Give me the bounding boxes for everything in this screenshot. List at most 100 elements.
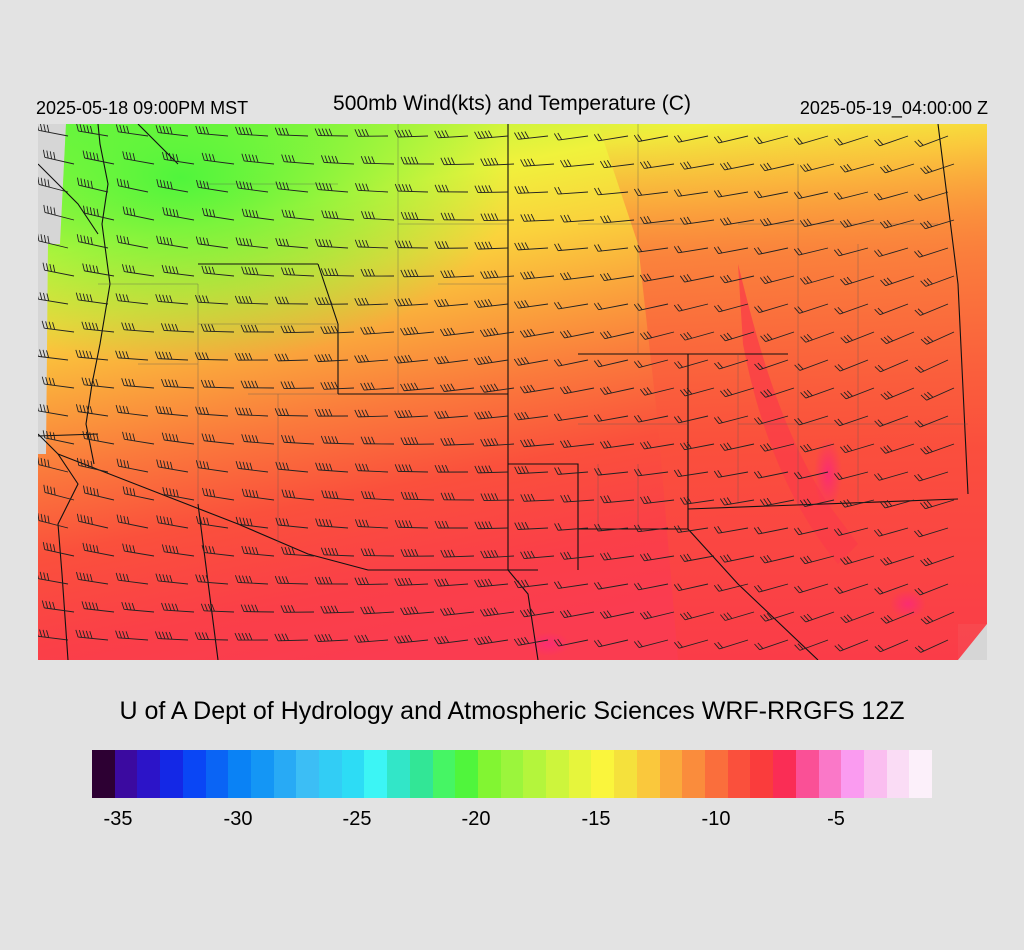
wind-barb: [194, 632, 229, 641]
wind-barb: [720, 611, 755, 621]
wind-barb: [793, 471, 829, 480]
wind-barb: [759, 162, 795, 172]
wind-barb: [679, 274, 715, 283]
wind-barb: [360, 155, 395, 165]
wind-barb: [82, 150, 115, 165]
wind-barb: [514, 466, 549, 475]
wind-barb: [713, 303, 749, 313]
wind-barb: [914, 471, 949, 482]
wind-barb: [281, 434, 315, 445]
wind-barb: [593, 133, 629, 142]
wind-barb: [874, 359, 909, 373]
wind-barb: [480, 213, 515, 222]
map-title: 500mb Wind(kts) and Temperature (C): [333, 92, 691, 115]
wind-barb: [599, 160, 635, 169]
wind-barb: [679, 331, 715, 341]
wind-barb: [840, 331, 875, 344]
wind-barb: [639, 611, 675, 620]
wind-barb: [155, 405, 189, 417]
colorbar-cell: [863, 750, 887, 798]
wind-barb: [834, 359, 869, 372]
colorbar-cell: [841, 750, 864, 798]
wind-barb: [315, 518, 349, 529]
wind-barb: [720, 387, 755, 398]
wind-barb: [121, 601, 155, 613]
wind-barb: [115, 293, 149, 305]
wind-barb: [81, 601, 115, 613]
wind-barb: [719, 162, 755, 171]
wind-barb: [155, 125, 189, 137]
wind-barb: [713, 470, 749, 478]
wind-barb: [560, 551, 595, 560]
wind-barb: [394, 577, 429, 586]
wind-barb: [554, 523, 589, 531]
wind-barb: [513, 636, 549, 646]
wind-barb: [440, 383, 475, 392]
wind-barb: [360, 606, 395, 615]
wind-barb: [281, 546, 315, 557]
wind-barb: [235, 237, 269, 249]
wind-barb: [480, 549, 515, 559]
wind-barb: [554, 467, 589, 475]
wind-barb: [633, 524, 669, 533]
wind-barb: [840, 443, 875, 454]
wind-barb: [513, 356, 549, 366]
wind-barb: [400, 156, 435, 165]
wind-barb: [880, 275, 915, 287]
wind-barb: [154, 631, 189, 641]
wind-barb: [754, 359, 789, 371]
colorbar-cell: [886, 750, 910, 798]
wind-barb: [639, 160, 675, 169]
wind-barb: [400, 382, 435, 392]
wind-barb: [394, 183, 429, 193]
wind-barb: [673, 415, 709, 424]
wind-barb: [440, 437, 475, 446]
colorbar-cell: [727, 750, 751, 798]
wind-barb: [873, 527, 909, 537]
wind-barb: [320, 547, 355, 557]
wind-barb: [799, 498, 835, 507]
wind-barb: [633, 134, 669, 142]
wind-barb: [281, 209, 315, 221]
wind-barb: [75, 404, 109, 417]
wind-barb: [920, 555, 955, 567]
wind-barb: [633, 359, 669, 368]
wind-barb: [673, 135, 709, 143]
wind-barb: [41, 376, 75, 389]
wind-barb: [360, 326, 395, 335]
colorbar-tick-label: -15: [581, 808, 611, 830]
wind-barb: [840, 387, 875, 400]
wind-barb: [719, 217, 755, 226]
wind-barb: [560, 439, 595, 448]
colorbar-tick-label: -35: [103, 808, 133, 830]
wind-barb: [480, 438, 515, 447]
wind-barb: [434, 241, 469, 249]
wind-barb: [633, 582, 669, 591]
wind-barb: [920, 611, 955, 625]
wind-barb: [474, 130, 509, 139]
wind-barb: [520, 493, 555, 502]
wind-barb: [520, 438, 555, 448]
wind-barb: [559, 330, 595, 339]
wind-barb: [880, 555, 915, 566]
colorbar-cell: [92, 750, 115, 798]
wind-barb: [156, 179, 189, 193]
wind-barb: [440, 607, 475, 616]
wind-barb: [920, 387, 955, 401]
wind-barb: [314, 128, 349, 137]
colorbar-cell: [114, 750, 138, 798]
colorbar-cell: [704, 750, 728, 798]
wind-barb: [42, 262, 75, 277]
colorbar-cell: [137, 750, 161, 798]
wind-barb: [920, 331, 955, 345]
wind-barb: [799, 163, 835, 172]
wind-barb: [400, 437, 435, 445]
wind-barb: [719, 442, 755, 451]
wind-barb: [41, 600, 75, 613]
wind-barb: [514, 521, 549, 530]
wind-barb: [321, 490, 355, 501]
colorbar-cell: [682, 750, 705, 798]
colorbar-cell: [523, 750, 547, 798]
wind-barb: [553, 132, 589, 141]
wind-barb: [195, 125, 229, 137]
